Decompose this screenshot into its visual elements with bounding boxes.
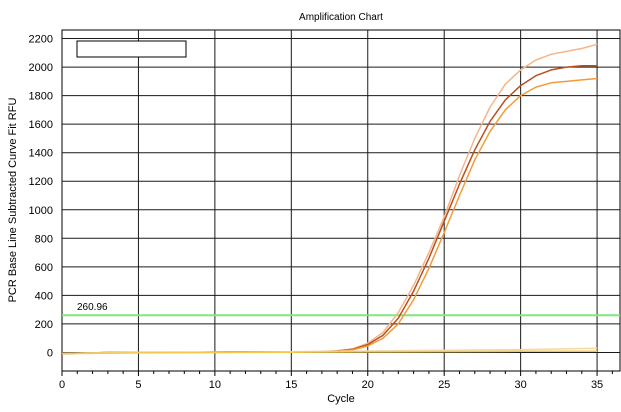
- y-tick-label-8: 1600: [29, 119, 53, 131]
- threshold-label: 260.96: [77, 302, 108, 313]
- y-tick-label-2: 400: [35, 290, 53, 302]
- grid-layer: [62, 30, 620, 371]
- y-tick-label-6: 1200: [29, 176, 53, 188]
- x-tick-label-2: 10: [209, 379, 221, 391]
- x-tick-label-6: 30: [515, 379, 527, 391]
- threshold-layer: 260.96: [62, 302, 620, 317]
- y-tick-label-7: 1400: [29, 148, 53, 160]
- y-axis-title: PCR Base Line Subtracted Curve Fit RFU: [7, 98, 19, 303]
- y-tick-label-3: 600: [35, 262, 53, 274]
- y-tick-label-0: 0: [47, 347, 53, 359]
- x-tick-label-0: 0: [59, 379, 65, 391]
- y-tick-label-1: 200: [35, 319, 53, 331]
- y-tick-label-11: 2200: [29, 34, 53, 46]
- y-tick-label-10: 2000: [29, 62, 53, 74]
- series-layer: [61, 43, 598, 355]
- x-tick-label-3: 15: [285, 379, 297, 391]
- chart-title: Amplification Chart: [299, 12, 383, 23]
- x-tick-label-1: 5: [135, 379, 141, 391]
- y-tick-label-9: 1800: [29, 91, 53, 103]
- y-tick-label-4: 800: [35, 233, 53, 245]
- x-tick-label-7: 35: [591, 379, 603, 391]
- axis-layer: 0200400600800100012001400160018002000220…: [29, 34, 613, 391]
- legend-box: [76, 40, 187, 58]
- plot-area: [61, 29, 621, 372]
- series-line-4: [61, 350, 598, 355]
- y-tick-label-5: 1000: [29, 205, 53, 217]
- x-axis-title: Cycle: [327, 393, 355, 405]
- x-tick-label-5: 25: [438, 379, 450, 391]
- x-tick-label-4: 20: [362, 379, 374, 391]
